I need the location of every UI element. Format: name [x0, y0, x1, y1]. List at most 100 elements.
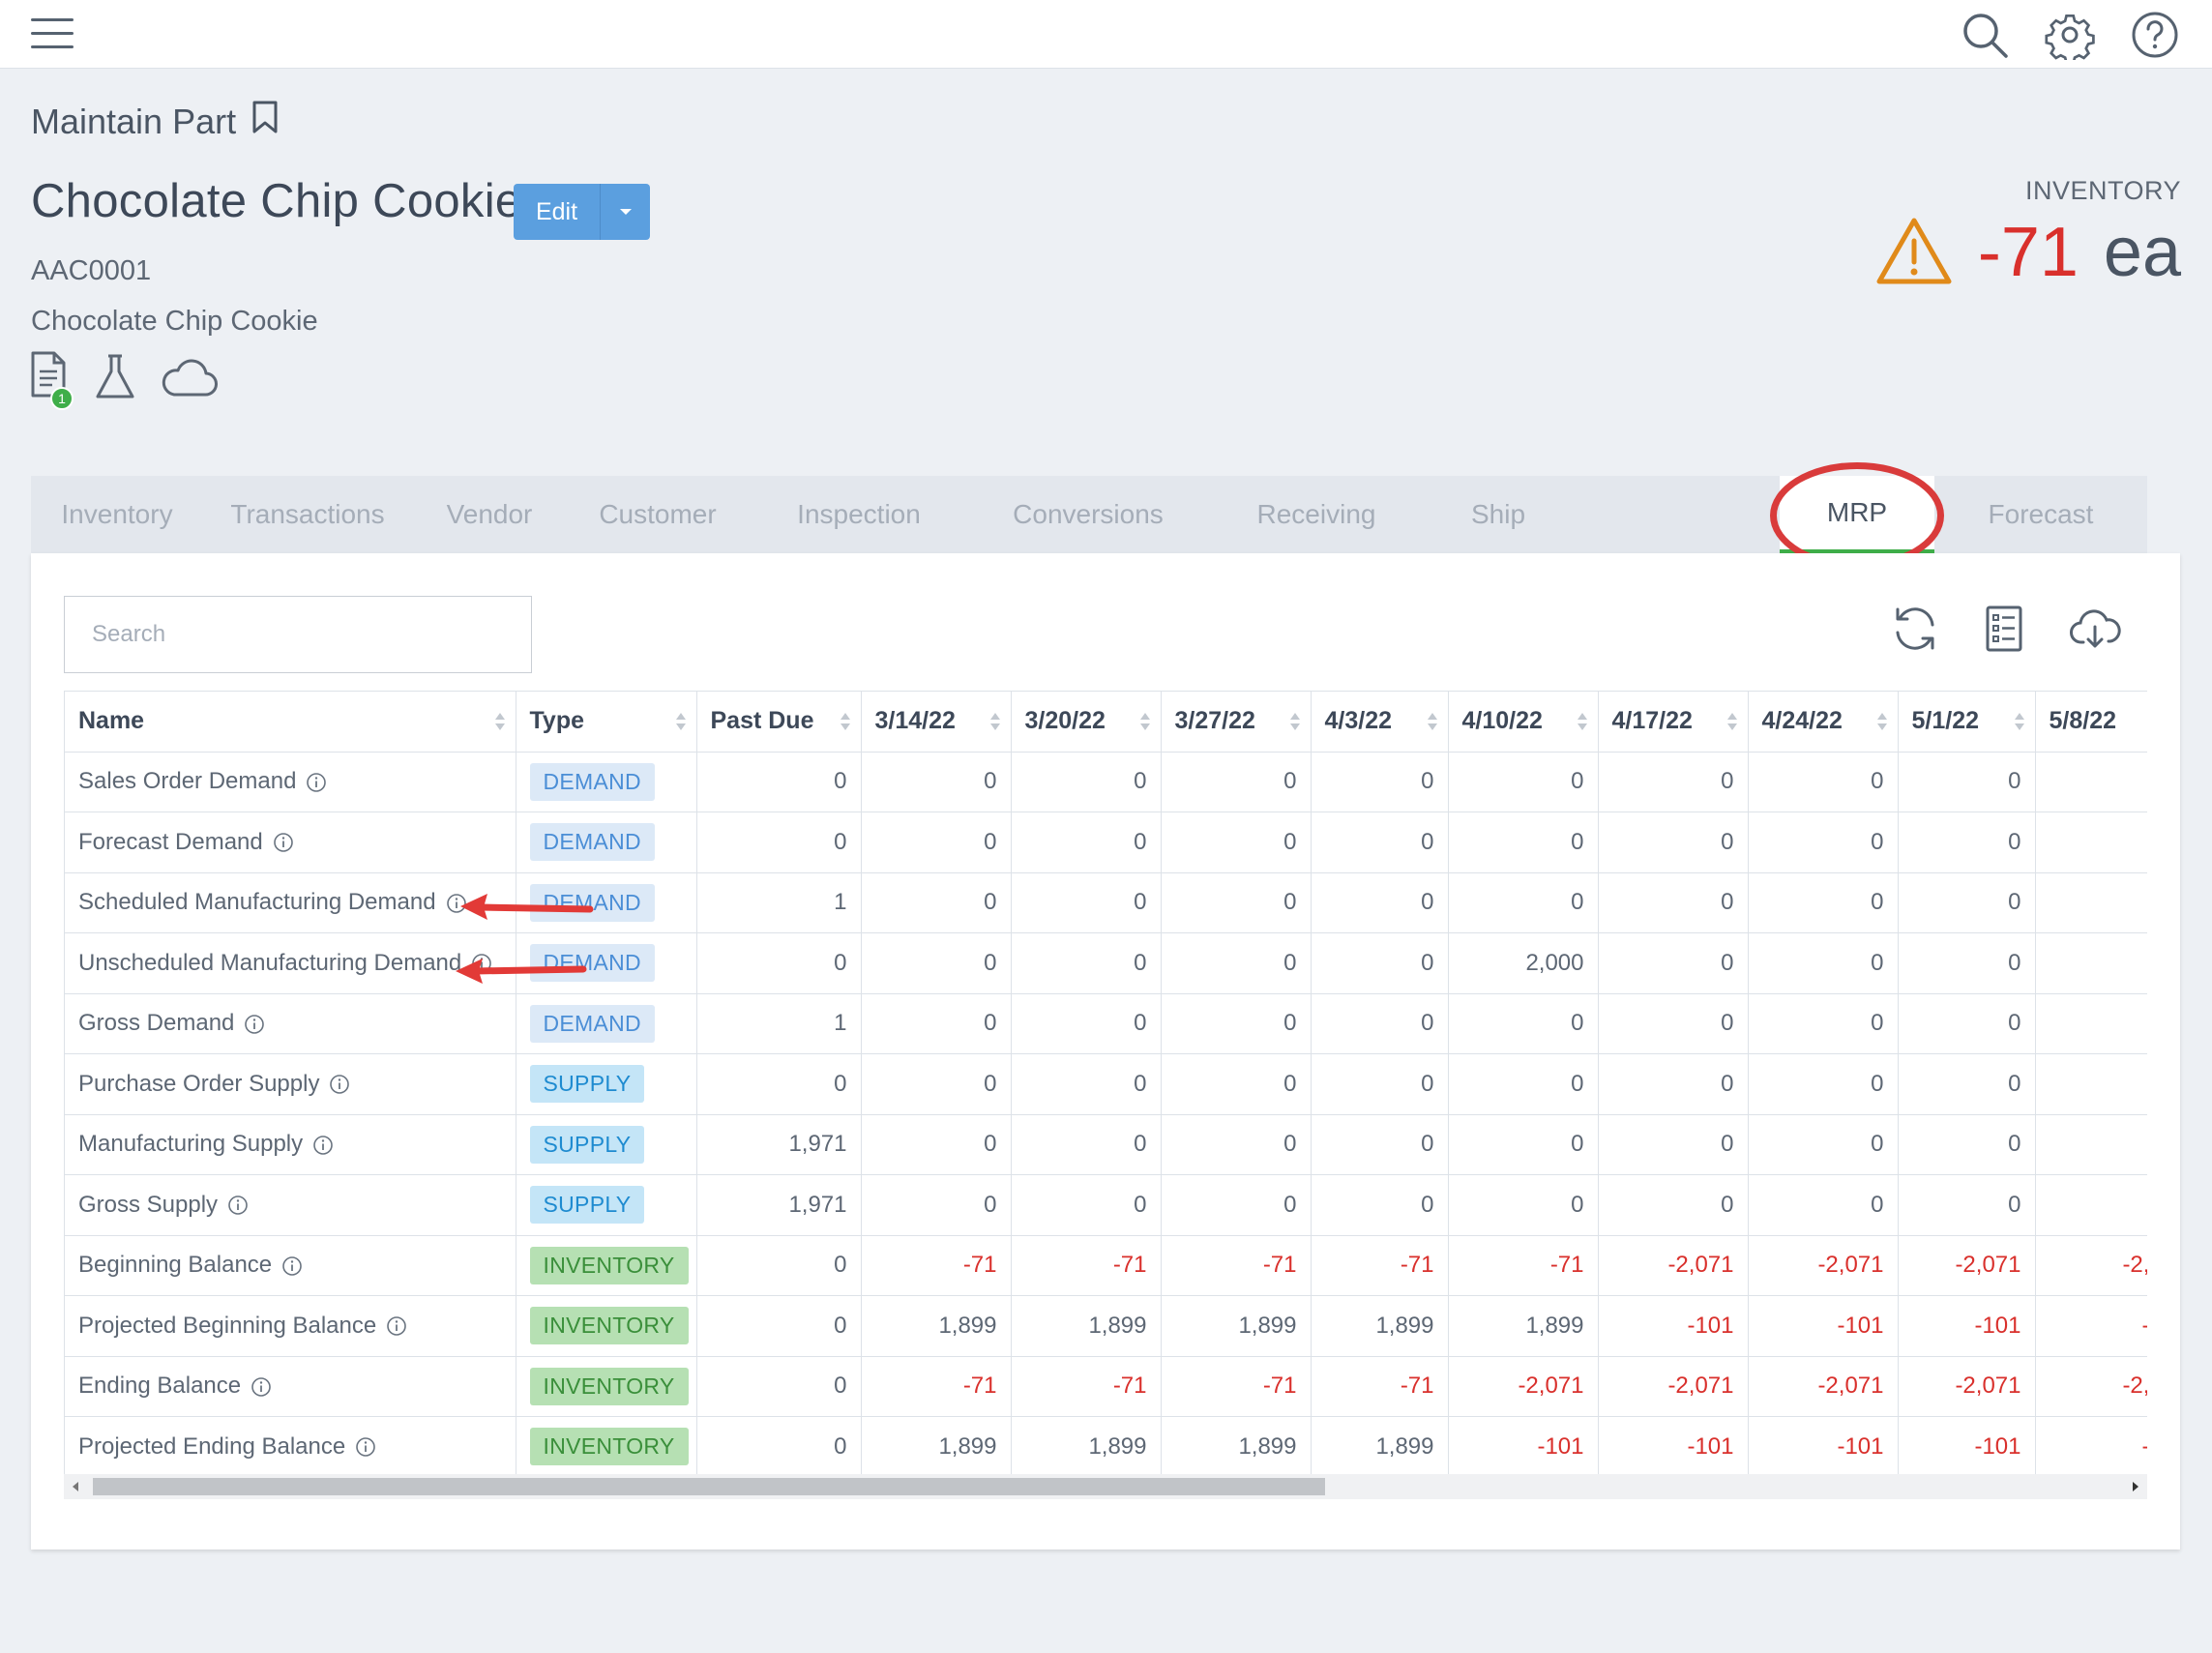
table-cell: 0: [1448, 993, 1599, 1054]
column-header-4-10-22[interactable]: 4/10/22: [1448, 691, 1599, 753]
table-cell: 0: [1898, 993, 2036, 1054]
type-badge: DEMAND: [529, 1004, 655, 1043]
scroll-left-icon[interactable]: [72, 1481, 79, 1492]
help-icon[interactable]: [2130, 10, 2180, 60]
sort-icon[interactable]: [1726, 711, 1738, 732]
table-cell: -71: [1161, 1235, 1312, 1296]
sort-icon[interactable]: [1139, 711, 1151, 732]
scrollbar-thumb[interactable]: [93, 1478, 1325, 1495]
info-icon[interactable]: [244, 1014, 265, 1035]
table-cell: -101: [1598, 1416, 1749, 1474]
menu-icon[interactable]: [31, 16, 74, 51]
gear-icon[interactable]: [2045, 10, 2095, 65]
table-cell: 0: [1311, 1114, 1449, 1175]
table-cell: 0: [1598, 872, 1749, 933]
column-header-4-17-22[interactable]: 4/17/22: [1598, 691, 1749, 753]
row-name-cell: Scheduled Manufacturing Demand: [65, 872, 516, 933]
table-cell: 0: [1748, 1114, 1899, 1175]
table-cell: 0: [861, 1053, 1012, 1115]
tab-conversions[interactable]: Conversions: [1013, 499, 1164, 529]
table-cell: 0: [2035, 752, 2147, 812]
row-type-cell: DEMAND: [516, 752, 697, 812]
info-icon[interactable]: [446, 893, 467, 914]
column-list-icon[interactable]: [1979, 604, 2029, 654]
table-cell: 0: [1311, 1174, 1449, 1236]
table-cell: 0: [1748, 993, 1899, 1054]
table-cell: -71: [861, 1356, 1012, 1417]
sort-icon[interactable]: [2014, 711, 2025, 732]
cloud-download-icon[interactable]: [2068, 604, 2122, 654]
table-cell: 0: [2035, 993, 2147, 1054]
table-cell: 1,899: [1161, 1295, 1312, 1357]
column-header-past-due[interactable]: Past Due: [696, 691, 862, 753]
table-cell: 0: [1898, 932, 2036, 994]
document-icon[interactable]: 1: [29, 350, 74, 410]
bookmark-icon[interactable]: [251, 100, 279, 143]
row-name-cell: Gross Demand: [65, 993, 516, 1054]
column-header-4-24-22[interactable]: 4/24/22: [1748, 691, 1899, 753]
column-header-3-27-22[interactable]: 3/27/22: [1161, 691, 1312, 753]
tab-ship[interactable]: Ship: [1470, 499, 1526, 529]
edit-button[interactable]: Edit: [514, 184, 650, 240]
column-header-5-8-22[interactable]: 5/8/22: [2035, 691, 2147, 753]
info-icon[interactable]: [227, 1195, 249, 1216]
type-badge: INVENTORY: [529, 1428, 689, 1466]
info-icon[interactable]: [471, 953, 492, 974]
search-input[interactable]: [64, 596, 532, 673]
info-icon[interactable]: [329, 1074, 350, 1095]
row-name: Beginning Balance: [78, 1252, 273, 1279]
tab-mrp[interactable]: MRP: [1780, 476, 1934, 553]
table-cell: 0: [1448, 1053, 1599, 1115]
column-header-3-14-22[interactable]: 3/14/22: [861, 691, 1012, 753]
sort-icon[interactable]: [1427, 711, 1438, 732]
search-icon[interactable]: [1960, 10, 2010, 60]
column-header-type[interactable]: Type: [516, 691, 697, 753]
column-header-name[interactable]: Name: [65, 691, 516, 753]
info-icon[interactable]: [312, 1135, 334, 1156]
tab-vendor[interactable]: Vendor: [446, 499, 533, 529]
table-row: Sales Order DemandDEMAND0000000000: [65, 752, 2147, 812]
tab-customer[interactable]: Customer: [599, 499, 717, 529]
table-cell: -101: [1748, 1416, 1899, 1474]
column-header-3-20-22[interactable]: 3/20/22: [1011, 691, 1162, 753]
table-cell: -101: [1598, 1295, 1749, 1357]
type-badge: INVENTORY: [529, 1367, 689, 1405]
chevron-down-icon[interactable]: [601, 184, 650, 240]
part-description: Chocolate Chip Cookie: [31, 306, 318, 337]
tab-inspection[interactable]: Inspection: [797, 499, 921, 529]
cloud-icon[interactable]: [159, 356, 219, 403]
table-header-row: Name Type Past Due 3/14/22 3/20/22 3/27/22 4/3…: [65, 691, 2147, 753]
info-icon[interactable]: [273, 832, 294, 853]
info-icon[interactable]: [386, 1315, 407, 1337]
info-icon[interactable]: [251, 1376, 272, 1398]
tab-transactions[interactable]: Transactions: [230, 499, 385, 529]
sort-icon[interactable]: [1876, 711, 1888, 732]
table-cell: -101: [2035, 1416, 2147, 1474]
refresh-icon[interactable]: [1890, 604, 1940, 654]
table-cell: -101: [2035, 1295, 2147, 1357]
column-header-5-1-22[interactable]: 5/1/22: [1898, 691, 2036, 753]
part-icon-row: 1: [29, 350, 219, 410]
tab-forecast[interactable]: Forecast: [1988, 499, 2094, 529]
top-bar: [0, 0, 2212, 69]
column-header-label: 4/24/22: [1761, 707, 1843, 735]
tab-receiving[interactable]: Receiving: [1256, 499, 1376, 529]
tab-inventory[interactable]: Inventory: [61, 499, 173, 529]
sort-icon[interactable]: [1577, 711, 1588, 732]
horizontal-scrollbar[interactable]: [64, 1474, 2147, 1499]
column-header-4-3-22[interactable]: 4/3/22: [1311, 691, 1449, 753]
info-icon[interactable]: [355, 1436, 376, 1458]
table-cell: -101: [1748, 1295, 1899, 1357]
info-icon[interactable]: [281, 1255, 303, 1277]
sort-icon[interactable]: [840, 711, 851, 732]
sort-icon[interactable]: [1289, 711, 1301, 732]
table-cell: 0: [1011, 932, 1162, 994]
table-cell: -101: [1898, 1295, 2036, 1357]
sort-icon[interactable]: [675, 711, 687, 732]
table-cell: -2,071: [1448, 1356, 1599, 1417]
sort-icon[interactable]: [989, 711, 1001, 732]
flask-icon[interactable]: [93, 353, 137, 406]
sort-icon[interactable]: [494, 711, 506, 732]
scroll-right-icon[interactable]: [2132, 1481, 2139, 1492]
info-icon[interactable]: [306, 772, 327, 793]
